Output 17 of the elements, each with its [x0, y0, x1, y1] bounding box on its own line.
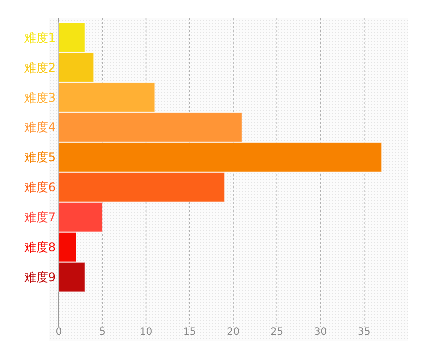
x-tick-label: 35	[358, 327, 371, 338]
y-tick-label: 难度6	[23, 180, 56, 195]
x-tick-label: 10	[140, 327, 153, 338]
y-tick-label: 难度3	[23, 90, 56, 105]
y-tick-label: 难度2	[23, 60, 56, 75]
x-tick-label: 30	[314, 327, 328, 338]
y-tick-label: 难度8	[23, 240, 56, 255]
x-tick-label: 0	[56, 327, 62, 338]
y-tick-label: 难度4	[23, 120, 56, 135]
y-tick-label: 难度7	[23, 210, 56, 225]
y-tick-label: 难度5	[23, 150, 56, 165]
x-tick-label: 25	[270, 327, 284, 338]
x-tick-label: 20	[227, 327, 240, 338]
x-tick-label: 15	[184, 327, 196, 338]
y-tick-label: 难度1	[23, 30, 56, 45]
x-tick-label: 5	[99, 327, 106, 338]
y-tick-label: 难度9	[23, 270, 56, 285]
